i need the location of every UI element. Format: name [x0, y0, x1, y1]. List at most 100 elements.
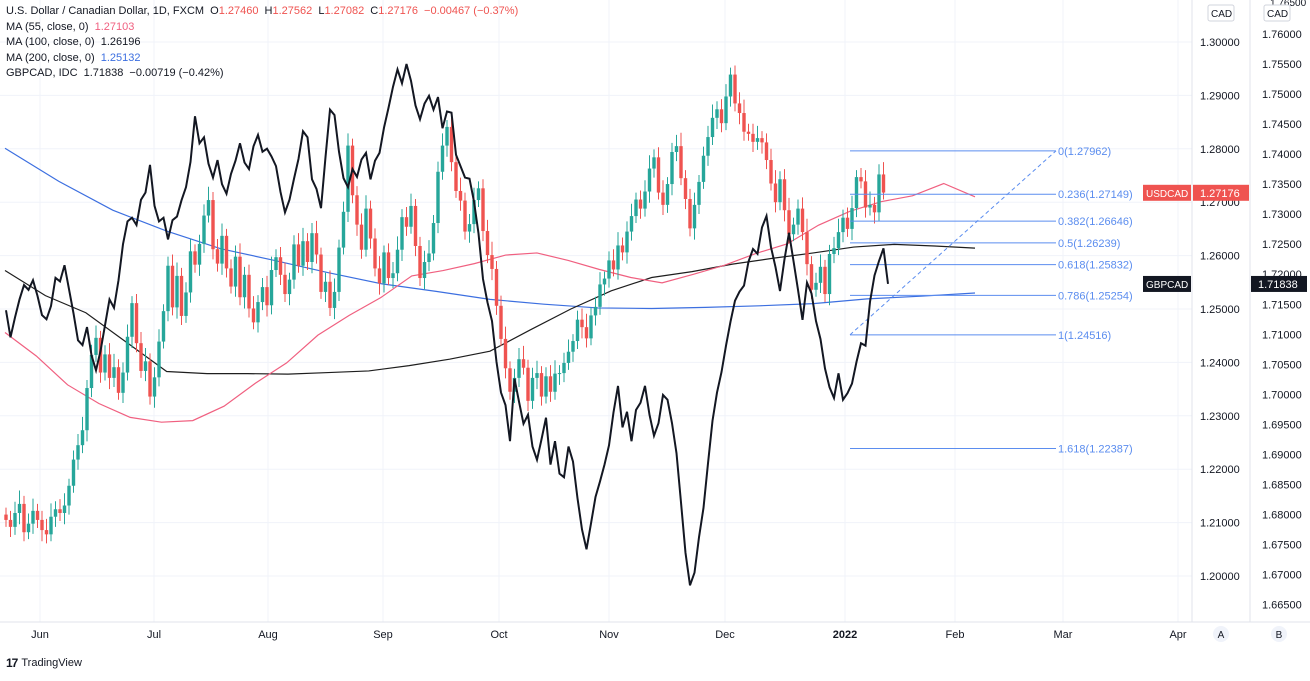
candle-body — [40, 519, 44, 531]
candle-body — [274, 257, 278, 271]
candle-body — [611, 260, 616, 270]
candle-body — [737, 103, 742, 114]
candle-body — [485, 231, 490, 256]
ma55-line — [4, 182, 976, 423]
fib-level-label: 0.618(1.25832) — [1058, 260, 1133, 272]
candle-body — [868, 204, 872, 208]
candle-body — [206, 200, 211, 216]
usdcad-tag-label: USDCAD — [1146, 189, 1188, 200]
gbpcad-tick-label: 1.66500 — [1262, 600, 1302, 612]
candle-body — [665, 184, 670, 205]
candle-body — [827, 253, 832, 295]
candle-body — [881, 174, 886, 193]
candle-body — [458, 190, 463, 201]
legend-ma200-row[interactable]: MA (200, close, 0) 1.25132 — [6, 51, 521, 67]
candle-body — [107, 354, 112, 378]
candle-body — [233, 256, 238, 287]
candle-body — [688, 198, 692, 229]
candle-body — [472, 200, 476, 225]
candle-body — [791, 224, 796, 235]
candle-body — [620, 245, 625, 253]
gbpcad-tick-label: 1.73500 — [1262, 179, 1302, 191]
brand-name: TradingView — [21, 657, 82, 669]
candle-body — [76, 445, 80, 460]
candle-body — [22, 503, 26, 533]
candle-body — [409, 205, 413, 227]
candle-body — [296, 244, 301, 266]
symbol-title[interactable]: U.S. Dollar / Canadian Dollar, 1D, FXCM — [6, 5, 205, 17]
candle-body — [184, 292, 188, 316]
candle-body — [431, 223, 436, 254]
candle-body — [575, 319, 580, 342]
usdcad-tag-bg — [1143, 184, 1191, 201]
legend-overlay-row[interactable]: GBPCAD, IDC 1.71838 −0.00719 (−0.42%) — [6, 66, 521, 82]
candle-body — [139, 343, 143, 371]
candle-body — [121, 372, 125, 393]
usdcad-tick-label: 1.22000 — [1200, 464, 1240, 476]
candle-body — [166, 265, 170, 312]
price-change: −0.00467 (−0.37%) — [424, 5, 519, 17]
candle-body — [634, 199, 638, 217]
gbpcad-tick-label: 1.70500 — [1262, 359, 1302, 371]
usdcad-tick-label: 1.29000 — [1200, 90, 1240, 102]
ma55-value: 1.27103 — [94, 20, 135, 33]
candle-body — [809, 264, 814, 290]
candle-body — [490, 255, 494, 269]
candle-body — [341, 211, 346, 248]
gbpcad-last-value: 1.71838 — [1258, 279, 1298, 291]
ohlc-low-key: L — [318, 5, 325, 17]
candle-body — [701, 155, 706, 182]
candle-body — [202, 215, 206, 244]
candle-body — [733, 74, 737, 104]
ohlc-open-key: O — [210, 5, 219, 17]
candle-body — [499, 305, 503, 339]
candle-body — [773, 183, 778, 203]
candle-body — [535, 373, 539, 378]
ohlc-close-value: 1.27176 — [378, 5, 418, 17]
time-tick-label: Nov — [599, 629, 619, 641]
fib-level-label: 0.382(1.26646) — [1058, 216, 1133, 228]
candle-body — [103, 354, 107, 373]
candle-body — [89, 354, 94, 389]
gbpcad-tick-label: 1.69000 — [1262, 449, 1302, 461]
candle-body — [278, 257, 283, 275]
candle-body — [170, 265, 175, 308]
legend-ma55-row[interactable]: MA (55, close, 0) 1.27103 — [6, 20, 521, 36]
candle-body — [643, 191, 647, 209]
candle-body — [391, 273, 395, 279]
gbpcad-tick-label: 1.75500 — [1262, 59, 1302, 71]
candle-body — [197, 243, 202, 265]
candle-body — [265, 287, 269, 306]
candle-body — [580, 319, 584, 328]
candle-body — [67, 485, 71, 506]
ma100-label: MA (100, close, 0) — [6, 36, 95, 48]
candle-body — [49, 516, 53, 535]
candle-body — [220, 235, 224, 264]
time-tick-label: Sep — [373, 629, 393, 641]
gbpcad-tick-label: 1.74000 — [1262, 149, 1302, 161]
tradingview-brand[interactable]: 17 TradingView — [6, 656, 82, 670]
candle-body — [242, 274, 247, 298]
fib-level-label: 0.236(1.27149) — [1058, 189, 1133, 201]
candle-body — [319, 254, 323, 292]
candle-body — [382, 252, 386, 284]
usdcad-tick-label: 1.24000 — [1200, 357, 1240, 369]
overlay-value: 1.71838 — [83, 67, 124, 79]
usdcad-tick-label: 1.28000 — [1200, 144, 1240, 156]
candle-body — [562, 362, 566, 374]
candle-body — [256, 302, 260, 323]
candle-body — [53, 509, 58, 517]
candle-body — [652, 157, 656, 169]
chart-legend: U.S. Dollar / Canadian Dollar, 1D, FXCM … — [6, 4, 521, 82]
usdcad-tick-label: 1.23000 — [1200, 411, 1240, 423]
candle-body — [872, 204, 877, 213]
candle-body — [328, 281, 332, 308]
time-tick-label: Feb — [946, 629, 965, 641]
legend-ma100-row[interactable]: MA (100, close, 0) 1.26196 — [6, 35, 521, 51]
gbpcad-tick-label: 1.76000 — [1262, 29, 1302, 41]
scale-b-button — [1271, 626, 1287, 642]
candle-body — [323, 281, 328, 292]
candle-body — [661, 192, 665, 205]
